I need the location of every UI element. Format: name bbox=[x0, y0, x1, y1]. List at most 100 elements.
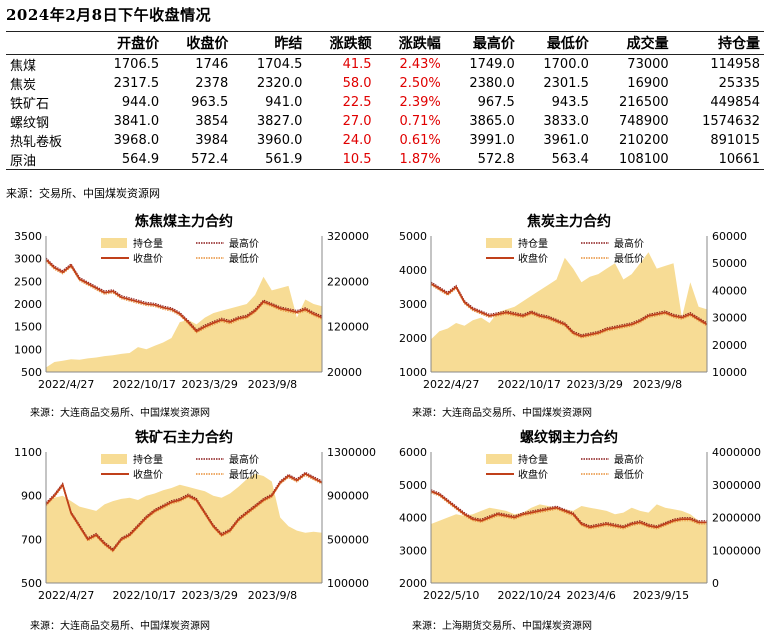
legend-low-label: 最低价 bbox=[614, 468, 644, 481]
table-cell: 564.9 bbox=[89, 150, 164, 170]
table-cell: 10661 bbox=[672, 150, 764, 170]
y-right-tick-label: 10000 bbox=[712, 366, 747, 379]
table-cell: 0.61% bbox=[399, 133, 441, 148]
y-right-tick-label: 3000000 bbox=[712, 479, 761, 492]
y-right-tick-label: 500000 bbox=[327, 533, 369, 546]
table-cell: 210200 bbox=[619, 133, 669, 148]
table-cell: 3833.0 bbox=[543, 114, 589, 129]
high-price-line bbox=[430, 489, 707, 527]
column-header: 涨跌幅 bbox=[375, 31, 445, 55]
legend-oi-label: 持仓量 bbox=[133, 237, 163, 250]
column-header: 最低价 bbox=[518, 31, 593, 55]
y-left-tick-label: 3000 bbox=[399, 544, 427, 557]
y-right-tick-label: 100000 bbox=[327, 577, 369, 590]
x-tick-label: 2023/3/29 bbox=[182, 378, 238, 391]
y-right-tick-label: 20000 bbox=[712, 339, 747, 352]
coke-source: 来源：大连商品交易所、中国煤炭资源网 bbox=[412, 408, 592, 419]
y-right-tick-label: 0 bbox=[712, 577, 719, 590]
y-left-tick-label: 700 bbox=[21, 533, 42, 546]
product-name: 焦炭 bbox=[10, 78, 37, 93]
legend-oi-label: 持仓量 bbox=[518, 453, 548, 466]
legend-close-label: 收盘价 bbox=[133, 252, 163, 265]
y-left-tick-label: 1500 bbox=[14, 321, 42, 334]
table-cell: 24.0 bbox=[342, 133, 372, 148]
legend-close-label: 收盘价 bbox=[518, 252, 548, 265]
column-header: 成交量 bbox=[592, 31, 673, 55]
y-right-tick-label: 120000 bbox=[327, 321, 369, 334]
legend-oi-swatch bbox=[101, 238, 127, 248]
table-cell: 73000 bbox=[627, 57, 669, 72]
y-left-tick-label: 500 bbox=[21, 366, 42, 379]
low-price-line bbox=[430, 492, 707, 530]
x-tick-label: 2023/9/8 bbox=[248, 589, 297, 602]
table-cell: 41.5 bbox=[342, 57, 372, 72]
chart-title: 焦炭主力合约 bbox=[526, 213, 611, 230]
table-cell: 561.9 bbox=[232, 150, 307, 170]
table-cell: 3961.0 bbox=[543, 133, 589, 148]
table-row: 螺纹钢 3841.0 3854 3827.0 27.0 0.71% 3865.0 3833.0… bbox=[6, 112, 764, 131]
y-right-tick-label: 20000 bbox=[327, 366, 362, 379]
table-cell: 25335 bbox=[718, 76, 760, 91]
x-tick-label: 2023/3/29 bbox=[182, 589, 238, 602]
table-cell: 3841.0 bbox=[113, 114, 160, 129]
table-cell: 891015 bbox=[710, 133, 760, 148]
y-left-tick-label: 4000 bbox=[399, 512, 427, 525]
table-cell: 2380.0 bbox=[469, 76, 515, 91]
iron-ore-source: 来源：大连商品交易所、中国煤炭资源网 bbox=[30, 621, 210, 632]
table-cell: 3960.0 bbox=[256, 133, 303, 148]
legend-oi-label: 持仓量 bbox=[133, 453, 163, 466]
x-tick-label: 2023/9/15 bbox=[633, 589, 689, 602]
product-name: 焦煤 bbox=[10, 59, 37, 74]
column-header: 涨跌额 bbox=[306, 31, 376, 55]
table-cell: 2378 bbox=[195, 76, 229, 91]
x-tick-label: 2022/4/27 bbox=[423, 378, 479, 391]
legend-close-label: 收盘价 bbox=[133, 468, 163, 481]
table-cell: 3827.0 bbox=[256, 114, 303, 129]
table-cell: 58.0 bbox=[342, 76, 372, 91]
table-cell: 27.0 bbox=[342, 114, 372, 129]
x-tick-label: 2023/9/8 bbox=[633, 378, 682, 391]
x-tick-label: 2023/9/8 bbox=[248, 378, 297, 391]
table-cell: 1706.5 bbox=[113, 57, 160, 72]
y-right-tick-label: 30000 bbox=[712, 312, 747, 325]
column-header: 最高价 bbox=[444, 31, 519, 55]
table-cell: 449854 bbox=[710, 95, 760, 110]
open-interest-area bbox=[46, 276, 322, 372]
y-left-tick-label: 2000 bbox=[14, 298, 42, 311]
y-right-tick-label: 1000000 bbox=[712, 544, 761, 557]
y-left-tick-label: 6000 bbox=[399, 446, 427, 459]
table-cell: 941.0 bbox=[265, 95, 303, 110]
y-right-tick-label: 220000 bbox=[327, 275, 369, 288]
table-cell: 572.8 bbox=[444, 150, 519, 170]
legend-high-label: 最高价 bbox=[229, 453, 259, 466]
y-left-tick-label: 4000 bbox=[399, 264, 427, 277]
x-tick-label: 2022/4/27 bbox=[38, 589, 94, 602]
legend-high-label: 最高价 bbox=[229, 237, 259, 250]
table-row: 原油 564.9 572.4 561.9 10.5 1.87% 572.8 563.4 1081… bbox=[6, 150, 764, 170]
coking-coal-source: 来源：大连商品交易所、中国煤炭资源网 bbox=[30, 408, 210, 419]
table-cell: 2.39% bbox=[399, 95, 441, 110]
open-interest-area bbox=[431, 252, 707, 372]
x-tick-label: 2022/10/17 bbox=[498, 378, 561, 391]
y-right-tick-label: 1300000 bbox=[327, 446, 376, 459]
coke-chart: 焦炭主力合约 1000 2000 3000 4000 5000 10000 20000 3000… bbox=[399, 213, 747, 391]
chart-title: 炼焦煤主力合约 bbox=[135, 213, 233, 230]
table-cell: 3968.0 bbox=[113, 133, 160, 148]
legend-close-label: 收盘价 bbox=[518, 468, 548, 481]
y-left-tick-label: 1000 bbox=[399, 366, 427, 379]
product-name: 热轧卷板 bbox=[10, 135, 63, 150]
x-tick-label: 2023/3/29 bbox=[567, 378, 623, 391]
page-title: 2024年2月8日下午收盘情况 bbox=[6, 6, 212, 24]
table-cell: 563.4 bbox=[518, 150, 593, 170]
table-cell: 10.5 bbox=[306, 150, 376, 170]
legend-low-label: 最低价 bbox=[229, 468, 259, 481]
legend-oi-swatch bbox=[486, 238, 512, 248]
high-price-line bbox=[45, 257, 323, 331]
column-header: 昨结 bbox=[232, 31, 307, 55]
y-left-tick-label: 2000 bbox=[399, 332, 427, 345]
close-price-line bbox=[430, 490, 707, 529]
product-name: 原油 bbox=[6, 150, 90, 170]
table-cell: 963.5 bbox=[191, 95, 229, 110]
quote-table: 开盘价 收盘价 昨结 涨跌额 涨跌幅 最高价 最低价 成交量 持仓量 焦煤 1706.5 1746 1… bbox=[6, 31, 764, 170]
legend-low-label: 最低价 bbox=[614, 252, 644, 265]
